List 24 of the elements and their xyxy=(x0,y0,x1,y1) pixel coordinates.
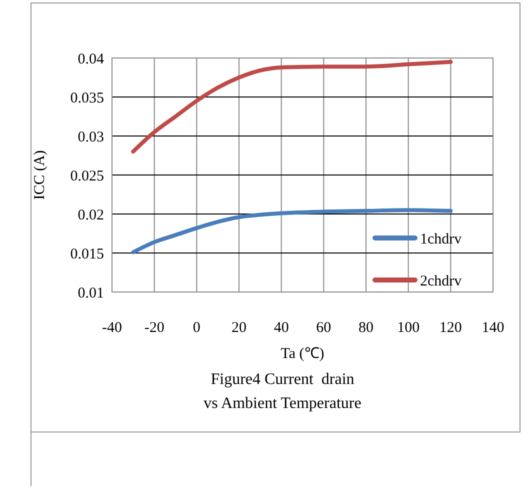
x-tick-label: 80 xyxy=(358,320,374,336)
y-tick-label: 0.04 xyxy=(78,51,104,68)
x-tick-label: -40 xyxy=(102,320,122,336)
line-series xyxy=(131,60,453,154)
x-axis-title: Ta (℃) xyxy=(280,346,324,362)
y-tick-label: 0.02 xyxy=(78,207,104,224)
y-tick-label: 0.015 xyxy=(70,246,104,262)
y-tick-label: 0.03 xyxy=(78,129,104,146)
y-tick-label: 0.01 xyxy=(78,285,104,302)
x-tick-label: 140 xyxy=(482,320,504,336)
x-tick-label: 120 xyxy=(439,320,462,336)
y-tick-label: 0.035 xyxy=(70,90,104,106)
x-tick-label: -20 xyxy=(144,320,164,336)
legend-label: 2chdrv xyxy=(420,273,462,290)
x-tick-label: 40 xyxy=(274,320,289,336)
legend-label: 1chdrv xyxy=(420,231,462,248)
caption: Figure4 Current drain xyxy=(210,371,354,388)
x-tick-label: 0 xyxy=(192,320,200,336)
y-axis-title: ICC (A) xyxy=(32,150,48,200)
x-tick-label: 60 xyxy=(316,320,332,336)
x-tick-label: 100 xyxy=(397,320,420,336)
y-tick-label: 0.025 xyxy=(70,168,104,184)
x-tick-label: 20 xyxy=(232,320,246,336)
text: vs Ambient Temperature xyxy=(204,395,362,412)
